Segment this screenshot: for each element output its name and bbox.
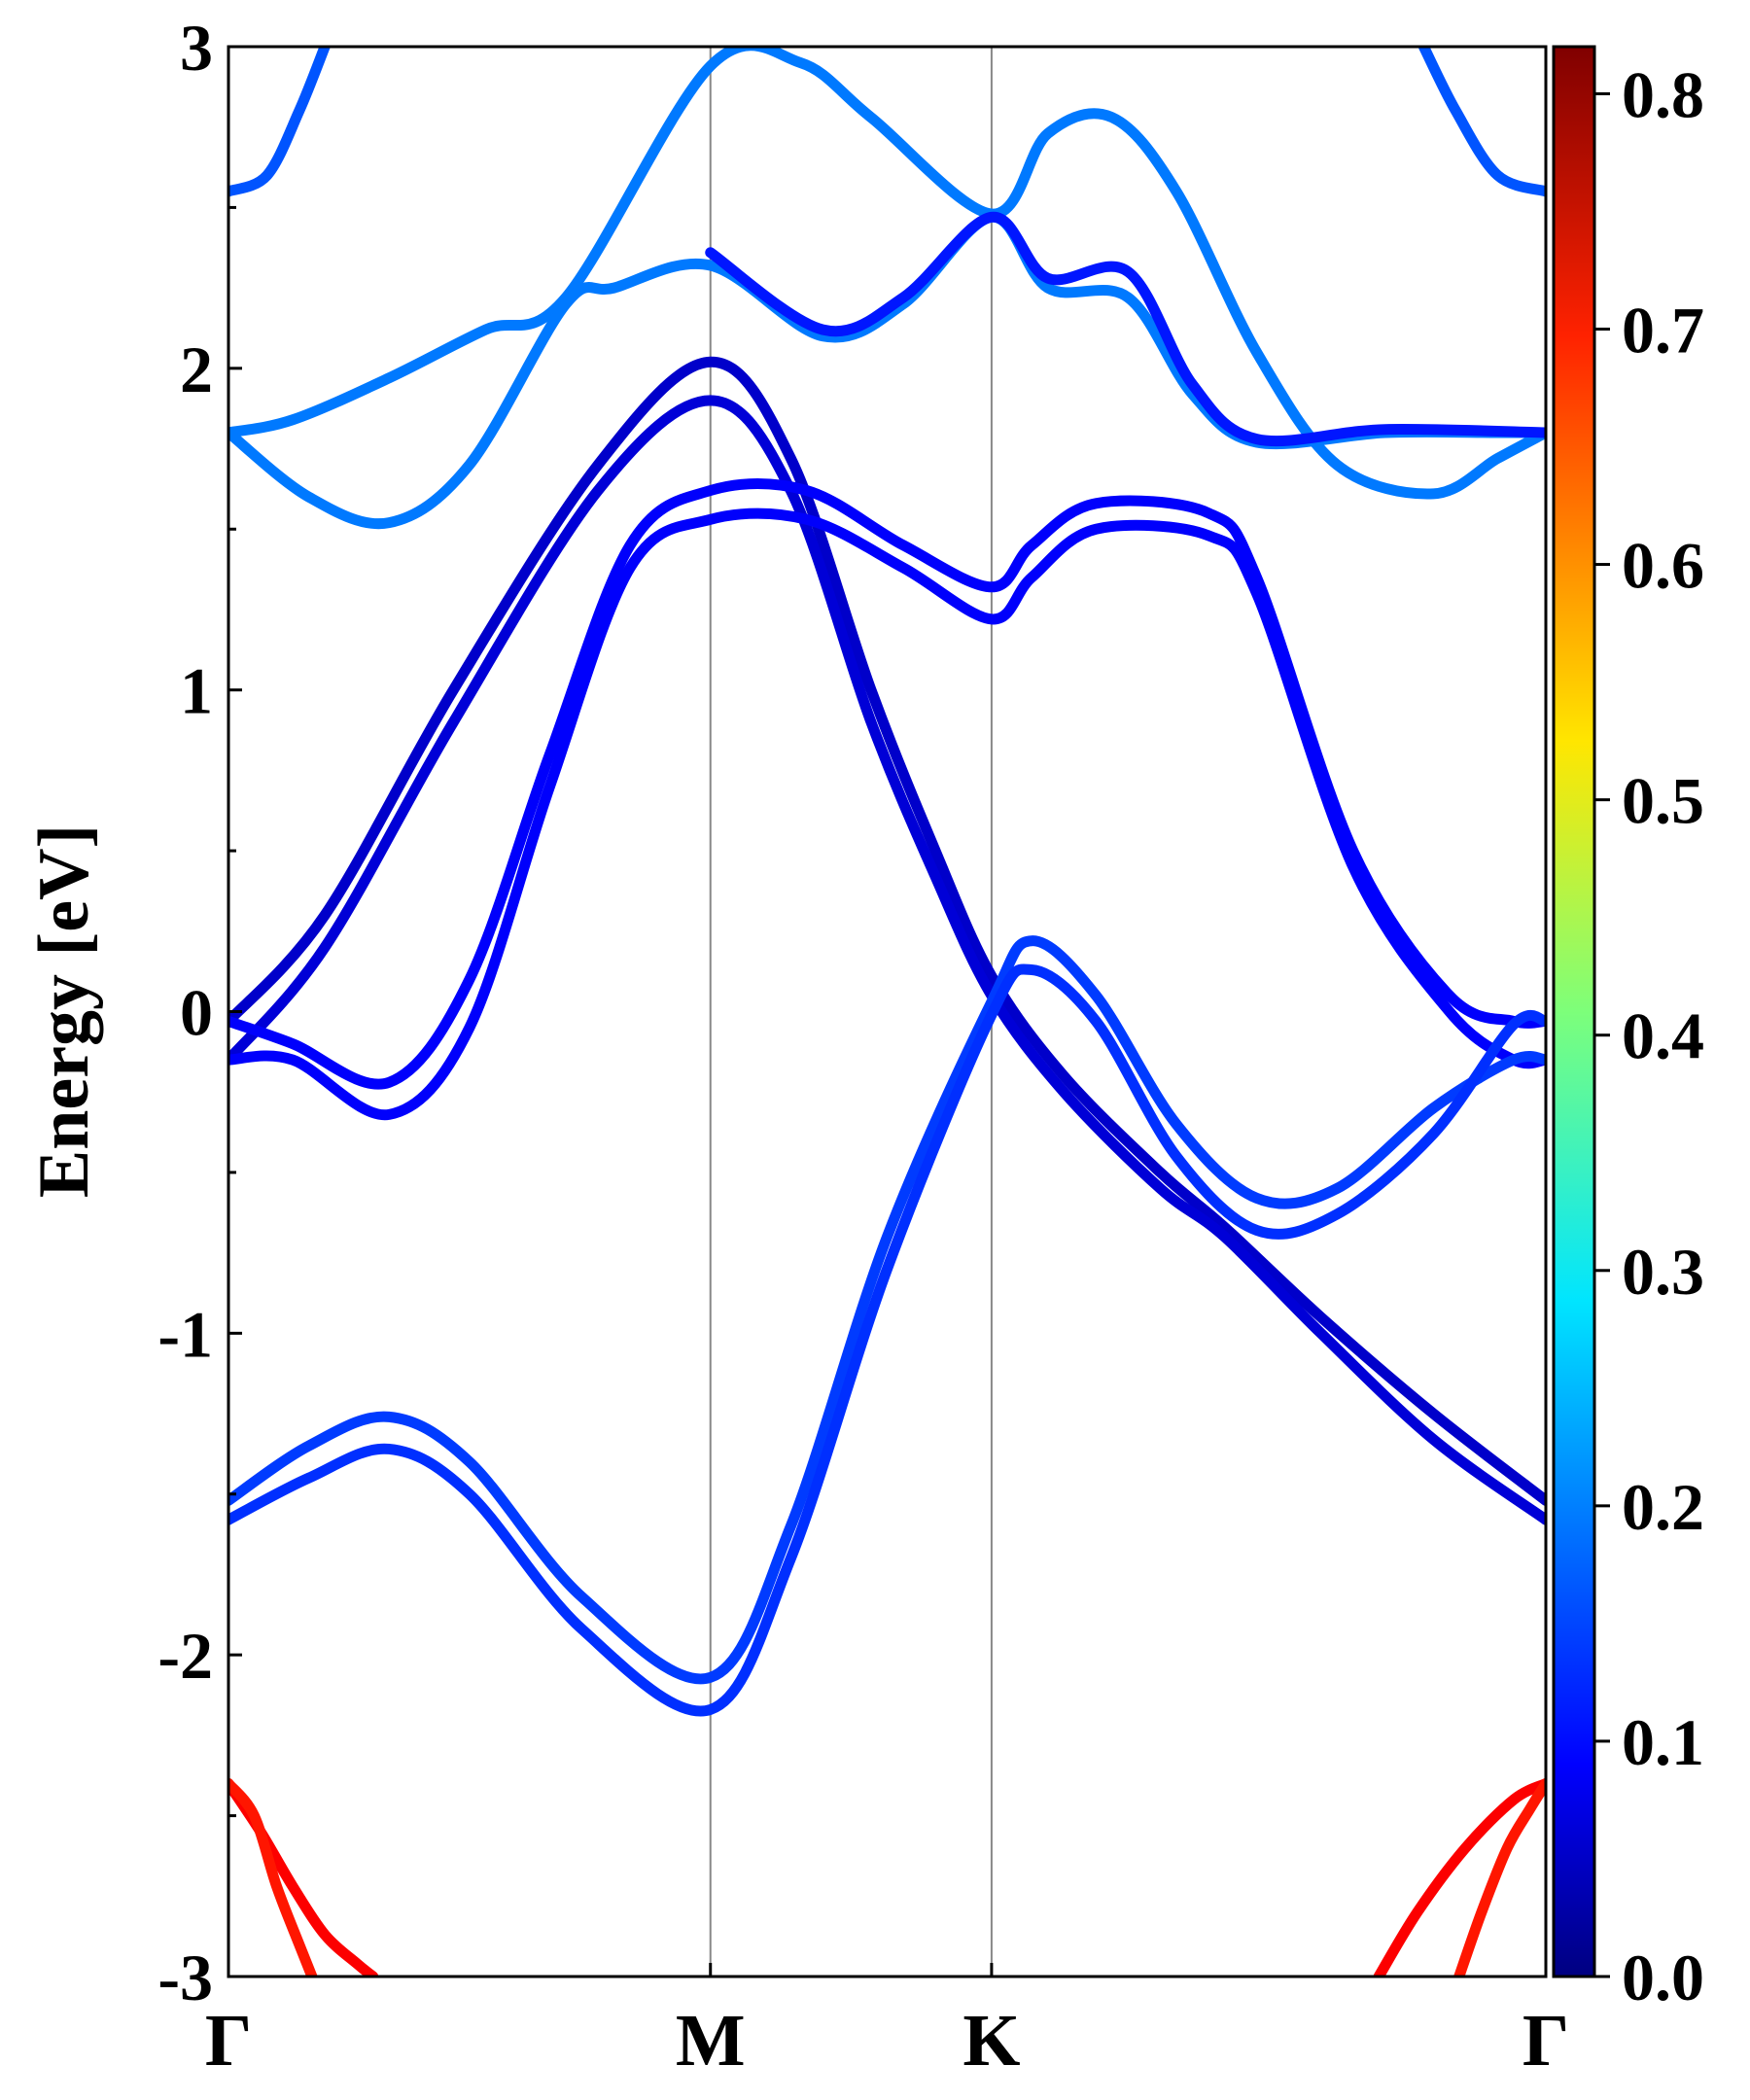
y-tick-label: -2 xyxy=(158,1619,213,1693)
y-tick-label: 1 xyxy=(180,654,213,728)
colorbar-tick-label: 0.0 xyxy=(1622,1941,1704,2014)
band-line-7 xyxy=(228,478,1546,1090)
band-line-2 xyxy=(228,47,1546,500)
band-line-6 xyxy=(228,395,1546,1525)
y-tick-label: 3 xyxy=(180,11,213,85)
band-line-4 xyxy=(705,211,1546,447)
colorbar-tick-label: 0.4 xyxy=(1622,999,1704,1073)
y-tick-label: -3 xyxy=(158,1941,213,2014)
colorbar-tick-label: 0.3 xyxy=(1622,1235,1704,1309)
x-tick-label: Γ xyxy=(205,2000,252,2082)
y-tick-label: 0 xyxy=(180,976,213,1050)
colorbar-tick-label: 0.5 xyxy=(1622,764,1704,838)
y-tick-label: 2 xyxy=(180,332,213,406)
colorbar-tick-label: 0.1 xyxy=(1622,1705,1704,1779)
y-tick-label: -1 xyxy=(158,1297,213,1371)
band-line-10 xyxy=(228,963,1546,1717)
colorbar-tick-label: 0.6 xyxy=(1622,529,1704,603)
colorbar-tick-label: 0.7 xyxy=(1622,293,1704,367)
band-line-1 xyxy=(1418,47,1546,197)
colorbar-ticks: 0.0 0.1 0.2 0.3 0.4 0.5 0.6 0.7 0.8 xyxy=(1594,57,1704,2014)
band-line-9 xyxy=(228,935,1546,1685)
band-line-12 xyxy=(228,1778,318,1977)
y-axis-title: Energy [eV] xyxy=(24,824,104,1198)
x-tick-label: Γ xyxy=(1522,2000,1569,2082)
band-line-13 xyxy=(1373,1778,1546,1977)
x-tick-label: K xyxy=(962,2000,1020,2082)
bands xyxy=(228,47,1546,1977)
colorbar-tick-label: 0.8 xyxy=(1622,57,1704,131)
band-line-0 xyxy=(228,47,331,197)
plot-area: -3 -2 -1 0 1 2 3 Γ M K Γ xyxy=(158,11,1569,2082)
band-line-14 xyxy=(1453,1778,1546,1977)
x-tick-label: M xyxy=(676,2000,746,2082)
band-line-5 xyxy=(228,356,1546,1506)
plot-frame xyxy=(227,45,1548,1978)
colorbar-tick-label: 0.2 xyxy=(1622,1470,1704,1544)
colorbar xyxy=(1552,45,1596,1978)
band-line-8 xyxy=(228,508,1546,1121)
